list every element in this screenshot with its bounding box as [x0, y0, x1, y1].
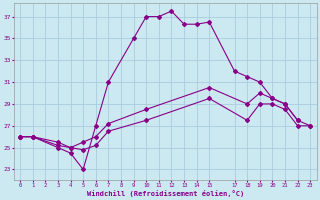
- X-axis label: Windchill (Refroidissement éolien,°C): Windchill (Refroidissement éolien,°C): [86, 190, 244, 197]
